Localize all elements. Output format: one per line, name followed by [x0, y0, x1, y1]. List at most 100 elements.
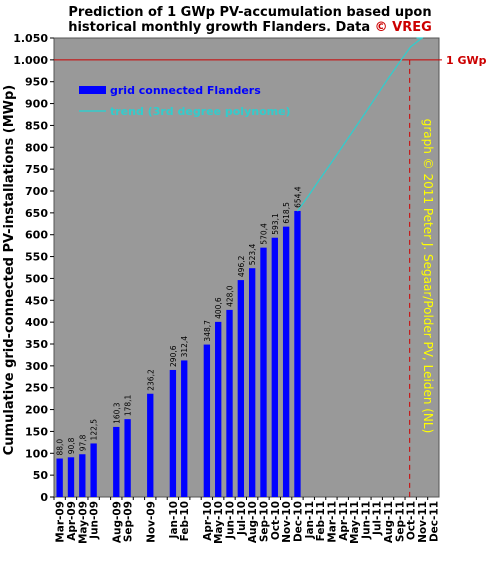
- data-label-dec-10: 654,4: [293, 186, 302, 208]
- data-label-may-09: 97,8: [78, 434, 87, 451]
- bars-layer: [56, 210, 301, 497]
- y-tick-label: 1.050: [13, 32, 48, 45]
- data-label-jun-10: 428,0: [226, 285, 235, 307]
- reference-line-label: 1 GWp: [446, 54, 487, 67]
- chart-title-line1: Prediction of 1 GWp PV-accumulation base…: [68, 5, 431, 20]
- y-tick-label: 50: [33, 469, 49, 482]
- data-label-sep-10: 570,4: [259, 223, 268, 245]
- x-tick-label-jan-11: Jan-11: [304, 501, 316, 539]
- data-label-apr-10: 348,7: [203, 320, 212, 342]
- x-tick-label-jun-09: Jun-09: [89, 501, 101, 540]
- x-tick-label-apr-11: Apr-11: [338, 501, 350, 541]
- x-tick-label-may-11: May-11: [349, 501, 361, 544]
- bar-jan-10: [169, 369, 177, 497]
- bar-apr-09: [67, 457, 75, 497]
- legend: grid connected Flanders trend (3rd degre…: [79, 84, 291, 118]
- y-tick-label: 350: [25, 338, 48, 351]
- y-tick-label: 300: [25, 360, 48, 373]
- bar-jul-10: [237, 280, 245, 497]
- chart-title-line2: historical monthly growth Flanders. Data…: [68, 20, 432, 35]
- data-label-nov-10: 618,5: [282, 202, 291, 224]
- x-tick-label-feb-11: Feb-11: [315, 501, 327, 541]
- bar-may-09: [79, 454, 86, 497]
- x-tick-label-mar-09: Mar-09: [55, 501, 67, 543]
- bar-sep-09: [124, 419, 131, 497]
- bar-nov-10: [282, 226, 290, 497]
- x-tick-label-apr-09: Apr-09: [66, 501, 78, 541]
- y-tick-label: 100: [25, 447, 48, 460]
- x-tick-label-sep-09: Sep-09: [123, 501, 135, 542]
- data-label-nov-09: 236,2: [146, 369, 155, 391]
- x-tick-label-jan-10: Jan-10: [168, 501, 180, 539]
- x-tick-label-nov-09: Nov-09: [145, 501, 157, 543]
- data-label-aug-09: 160,3: [112, 402, 121, 424]
- y-tick-label: 950: [25, 76, 48, 89]
- bar-aug-10: [248, 268, 256, 497]
- y-tick-label: 500: [25, 272, 48, 285]
- reference-layer: [54, 59, 442, 497]
- y-tick-label: 400: [25, 316, 48, 329]
- plot-area: [53, 37, 440, 498]
- data-label-jun-09: 122,5: [90, 419, 99, 441]
- legend-label-bars: grid connected Flanders: [110, 84, 261, 97]
- y-tick-label: 550: [25, 251, 48, 264]
- trend-layer: [296, 37, 424, 212]
- bar-feb-10: [181, 360, 188, 497]
- y-tick-label: 200: [25, 404, 48, 417]
- x-tick-label-aug-09: Aug-09: [111, 501, 123, 543]
- y-tick-label: 850: [25, 119, 48, 132]
- data-label-may-10: 400,6: [214, 297, 223, 319]
- bar-jun-09: [90, 443, 97, 497]
- data-label-feb-10: 312,4: [180, 336, 189, 358]
- y-tick-label: 1.000: [13, 54, 48, 67]
- x-tick-label-jul-10: Jul-10: [236, 501, 248, 536]
- x-tick-label-oct-11: Oct-11: [406, 501, 418, 540]
- bar-mar-09: [56, 458, 63, 497]
- x-tick-label-may-10: May-10: [213, 501, 225, 544]
- x-tick-label-aug-10: Aug-10: [247, 501, 259, 543]
- x-tick-label-dec-10: Dec-10: [292, 501, 304, 542]
- data-label-sep-09: 178,1: [124, 394, 133, 416]
- bar-oct-10: [271, 237, 278, 497]
- x-tick-label-nov-10: Nov-10: [281, 501, 293, 543]
- bar-may-10: [215, 321, 222, 497]
- legend-swatch-bars: [79, 86, 106, 94]
- y-tick-label: 900: [25, 98, 48, 111]
- y-tick-label: 450: [25, 294, 48, 307]
- x-tick-label-jun-10: Jun-10: [225, 501, 237, 540]
- y-tick-label: 650: [25, 207, 48, 220]
- bar-aug-09: [113, 426, 120, 497]
- y-axis-label: Cumulative grid-connected PV-installatio…: [2, 85, 17, 455]
- y-axis: 0 50 100 150 200 250 300 350 400 450 500 550 600 650 7…: [13, 32, 54, 504]
- y-tick-label: 150: [25, 425, 48, 438]
- x-axis: Mar-09 Apr-09 May-09 Jun-09 Aug-09 Sep-09 Nov-…: [53, 497, 440, 544]
- bar-sep-10: [260, 247, 267, 497]
- bar-nov-09: [147, 393, 154, 497]
- data-label-apr-09: 90,8: [67, 437, 76, 454]
- bar-jun-10: [226, 309, 233, 497]
- y-tick-label: 0: [40, 491, 48, 504]
- y-tick-label: 750: [25, 163, 48, 176]
- bar-apr-10: [203, 344, 211, 497]
- y-tick-label: 800: [25, 141, 48, 154]
- trend-line: [296, 37, 424, 212]
- x-tick-label-aug-11: Aug-11: [383, 501, 395, 543]
- x-tick-label-mar-11: Mar-11: [326, 501, 338, 543]
- vreg-brand: © VREG: [375, 20, 432, 35]
- watermark: graph © 2011 Peter J. Segaar/Polder PV, …: [421, 119, 435, 434]
- data-label-oct-10: 593,1: [271, 213, 280, 235]
- x-tick-label-nov-11: Nov-11: [417, 501, 429, 543]
- legend-label-trend: trend (3rd degree polynome): [110, 105, 291, 118]
- bar-dec-10: [294, 210, 301, 497]
- data-label-jan-10: 290,6: [169, 345, 178, 367]
- chart-title-line2-text: historical monthly growth Flanders. Data: [68, 20, 374, 35]
- y-tick-label: 250: [25, 382, 48, 395]
- x-tick-label-jul-11: Jul-11: [372, 501, 384, 536]
- x-tick-label-may-09: May-09: [77, 501, 89, 544]
- x-tick-label-dec-11: Dec-11: [428, 501, 440, 542]
- y-tick-label: 600: [25, 229, 48, 242]
- x-tick-label-sep-11: Sep-11: [394, 501, 406, 542]
